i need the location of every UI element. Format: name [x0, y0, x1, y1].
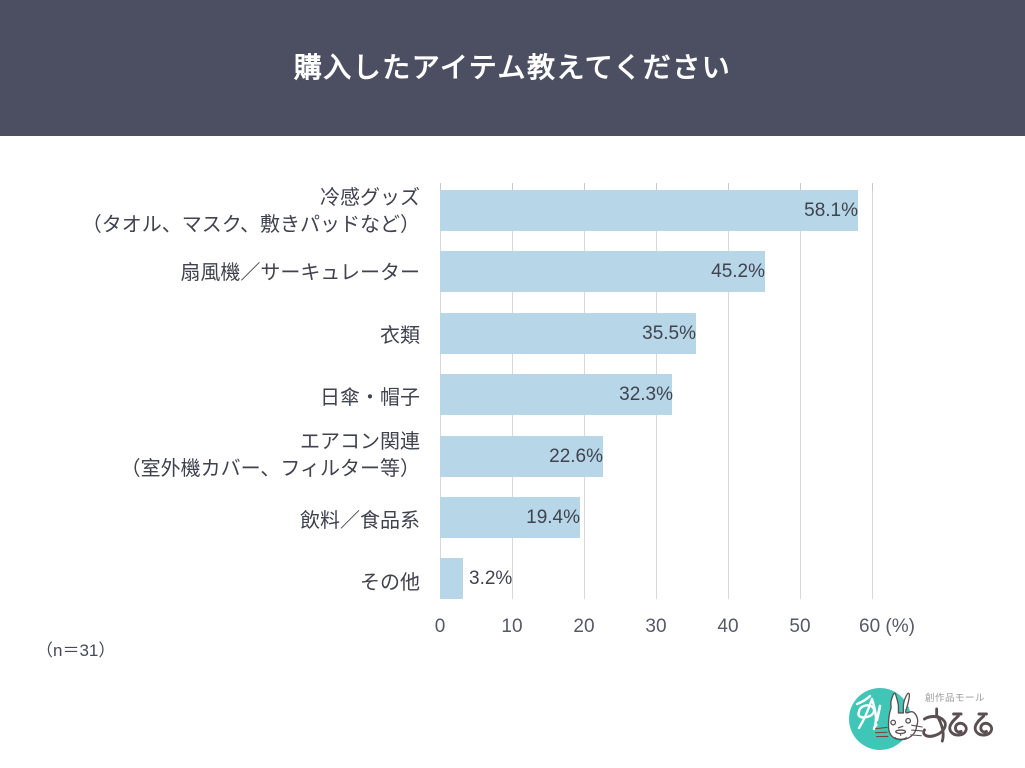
- svg-text:創作品モール: 創作品モール: [925, 692, 985, 704]
